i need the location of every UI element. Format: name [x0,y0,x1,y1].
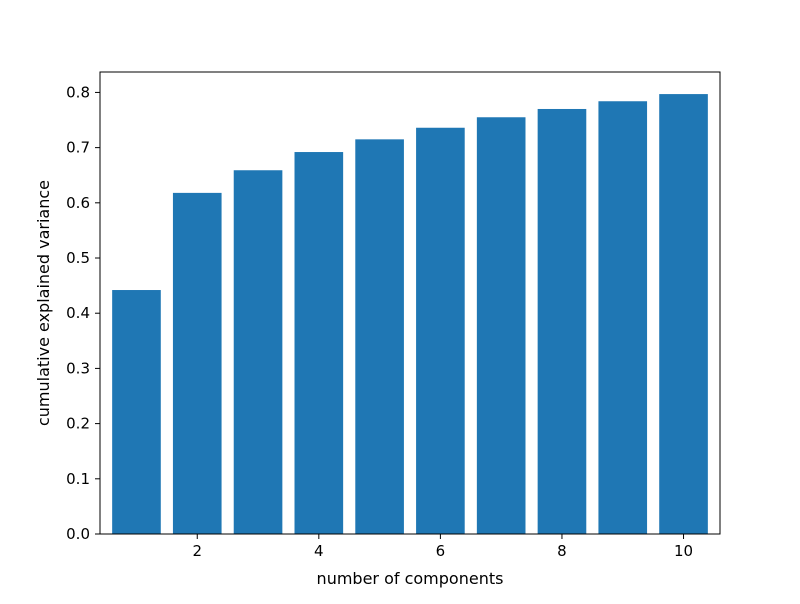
x-axis-ticks: 2 4 6 8 10 [192,534,693,560]
y-axis-ticks: 0.0 0.1 0.2 0.3 0.4 0.5 0.6 0.7 0.8 [66,83,100,543]
bar-component-6 [416,127,465,534]
y-tick-label: 0.7 [66,139,90,157]
bar-component-4 [294,152,344,535]
x-tick-label: 2 [192,542,202,560]
x-tick-label: 8 [557,542,567,560]
y-tick-label: 0.1 [66,470,90,488]
bar-component-10 [659,94,708,534]
plot-frame [99,71,721,535]
bar-component-1 [112,290,161,534]
y-tick-label: 0.2 [66,415,90,433]
x-axis-label: number of components [317,569,504,588]
y-tick-label: 0.6 [66,194,90,212]
x-tick-label: 6 [436,542,446,560]
bar-component-5 [355,139,404,534]
bar-component-7 [476,117,526,534]
y-tick-label: 0.0 [66,525,90,543]
y-tick-label: 0.3 [66,359,90,377]
bar-component-2 [172,192,222,534]
y-tick-label: 0.4 [66,304,90,322]
bar-component-3 [233,170,283,534]
y-tick-label: 0.8 [66,83,90,101]
y-axis-label: cumulative explained variance [34,180,53,426]
x-tick-label: 4 [314,542,324,560]
y-tick-label: 0.5 [66,249,90,267]
bars-layer [112,94,708,535]
x-tick-label: 10 [674,542,693,560]
bar-component-8 [537,108,587,534]
bar-component-9 [598,101,648,534]
